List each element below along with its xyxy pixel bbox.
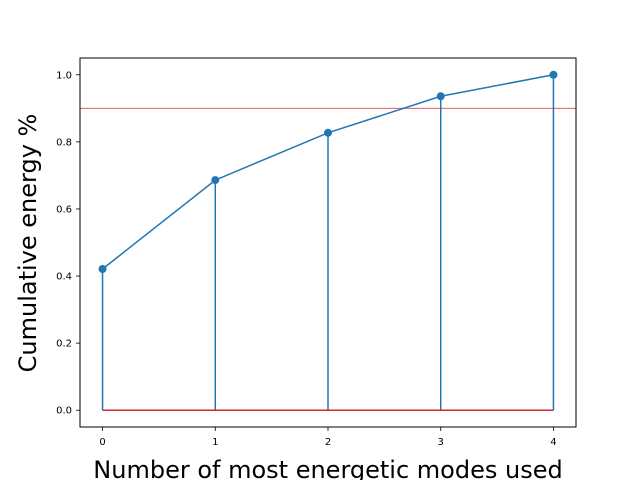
x-tick-label: 4 — [550, 437, 556, 448]
x-tick-label: 3 — [438, 437, 444, 448]
plot-marks — [80, 70, 576, 411]
y-tick-label: 0.4 — [56, 272, 72, 283]
x-tick-label: 0 — [99, 437, 105, 448]
data-point — [211, 176, 220, 185]
y-axis-label: Cumulative energy % — [14, 114, 42, 373]
x-tick-label: 1 — [212, 437, 218, 448]
y-tick-label: 0.0 — [56, 406, 72, 417]
data-point — [436, 92, 445, 101]
data-point — [98, 265, 107, 274]
y-tick-label: 0.8 — [56, 137, 72, 148]
axis-ticks: 0 1 2 3 4 0.0 0.2 0.4 0.6 0.8 1.0 — [56, 70, 557, 448]
y-tick-label: 0.2 — [56, 339, 72, 350]
x-tick-label: 2 — [325, 437, 331, 448]
y-tick-label: 0.6 — [56, 204, 72, 215]
data-point — [324, 128, 332, 137]
data-point — [549, 70, 558, 79]
y-tick-label: 1.0 — [56, 70, 72, 81]
x-axis-label: Number of most energetic modes used — [93, 456, 562, 480]
